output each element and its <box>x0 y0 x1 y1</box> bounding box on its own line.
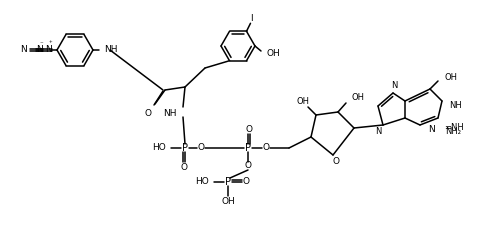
Text: HO: HO <box>152 143 166 153</box>
Text: N: N <box>375 127 381 135</box>
Text: ⁻: ⁻ <box>39 41 43 47</box>
Text: N: N <box>35 45 42 55</box>
Text: OH: OH <box>444 73 457 81</box>
Text: O: O <box>243 176 249 186</box>
Text: NH₂: NH₂ <box>445 127 461 135</box>
Text: P: P <box>225 177 231 187</box>
Text: O: O <box>144 109 152 117</box>
Text: O: O <box>332 157 340 165</box>
Text: OH: OH <box>221 197 235 205</box>
Text: ⁺: ⁺ <box>48 41 52 47</box>
Text: O: O <box>180 162 188 172</box>
Text: P: P <box>245 143 251 153</box>
Text: OH: OH <box>351 94 364 102</box>
Text: P: P <box>182 143 188 153</box>
Text: N: N <box>45 45 52 55</box>
Text: O: O <box>262 143 270 153</box>
Text: O: O <box>197 143 205 153</box>
Text: O: O <box>245 124 253 134</box>
Text: HO: HO <box>195 178 209 186</box>
Text: NH: NH <box>104 45 118 55</box>
Text: N: N <box>20 45 27 55</box>
Text: OH: OH <box>296 98 310 106</box>
Text: N: N <box>428 125 435 135</box>
Text: I: I <box>250 14 253 23</box>
Text: =NH: =NH <box>444 124 464 132</box>
Text: O: O <box>244 161 251 171</box>
Text: N: N <box>391 81 397 91</box>
Text: NH: NH <box>449 102 462 110</box>
Text: NH: NH <box>163 110 177 118</box>
Text: OH: OH <box>266 50 280 58</box>
